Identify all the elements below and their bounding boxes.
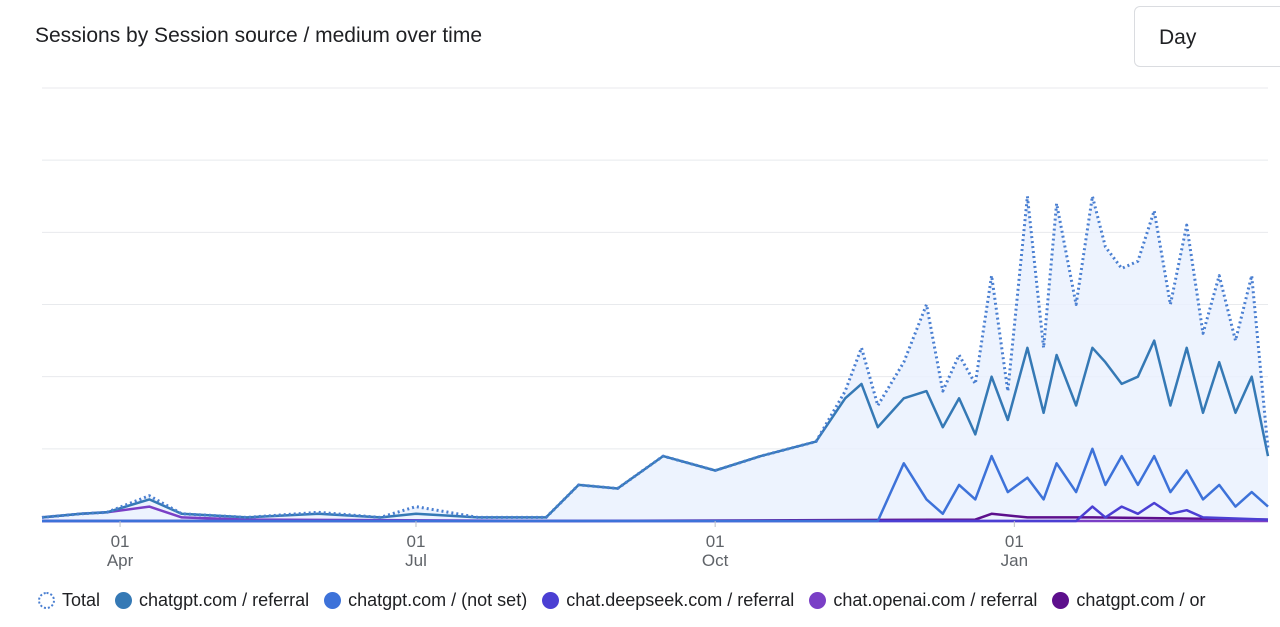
series-line-total [41, 194, 1270, 519]
chart-legend: Total chatgpt.com / referral chatgpt.com /… [38, 590, 1220, 611]
chart-title: Sessions by Session source / medium over… [35, 24, 483, 47]
x-tick-label-month: Jan [1001, 551, 1028, 570]
legend-swatch-icon [1052, 592, 1070, 609]
legend-label: chat.openai.com / referral [833, 590, 1038, 610]
series-lines [41, 194, 1270, 523]
x-tick-label-day: 01 [706, 532, 725, 551]
legend-swatch-icon [324, 592, 342, 609]
total-area-fill [42, 196, 1268, 522]
x-tick-label-day: 01 [1005, 532, 1024, 551]
legend-swatch-icon [542, 592, 560, 609]
legend-item[interactable]: chat.deepseek.com / referral [542, 590, 794, 611]
legend-item[interactable]: Total [38, 590, 100, 611]
x-tick-label-day: 01 [111, 532, 130, 551]
legend-label: chatgpt.com / referral [139, 590, 310, 610]
legend-item[interactable]: chatgpt.com / (not set) [324, 590, 527, 611]
legend-swatch-icon [115, 592, 133, 609]
legend-swatch-icon [809, 592, 827, 609]
granularity-value: Day [1159, 26, 1197, 49]
series-line-chatgpt-com-not-set- [42, 447, 1269, 523]
x-tick-label-month: Oct [702, 551, 729, 570]
legend-item[interactable]: chatgpt.com / or [1052, 590, 1205, 611]
legend-label: chatgpt.com / (not set) [348, 590, 528, 610]
legend-label: chat.deepseek.com / referral [566, 590, 795, 610]
legend-label: chatgpt.com / or [1076, 590, 1206, 610]
legend-label: Total [62, 590, 101, 610]
legend-swatch-icon [38, 592, 55, 609]
x-tick-label-day: 01 [407, 532, 426, 551]
x-tick-label-month: Jul [405, 551, 427, 570]
total-area [42, 196, 1268, 522]
granularity-dropdown[interactable]: Day [1134, 6, 1280, 67]
x-tick-label-month: Apr [107, 551, 134, 570]
legend-item[interactable]: chat.openai.com / referral [809, 590, 1037, 611]
series-line-chat-deepseek-com-referral [42, 501, 1269, 523]
legend-item[interactable]: chatgpt.com / referral [115, 590, 309, 611]
